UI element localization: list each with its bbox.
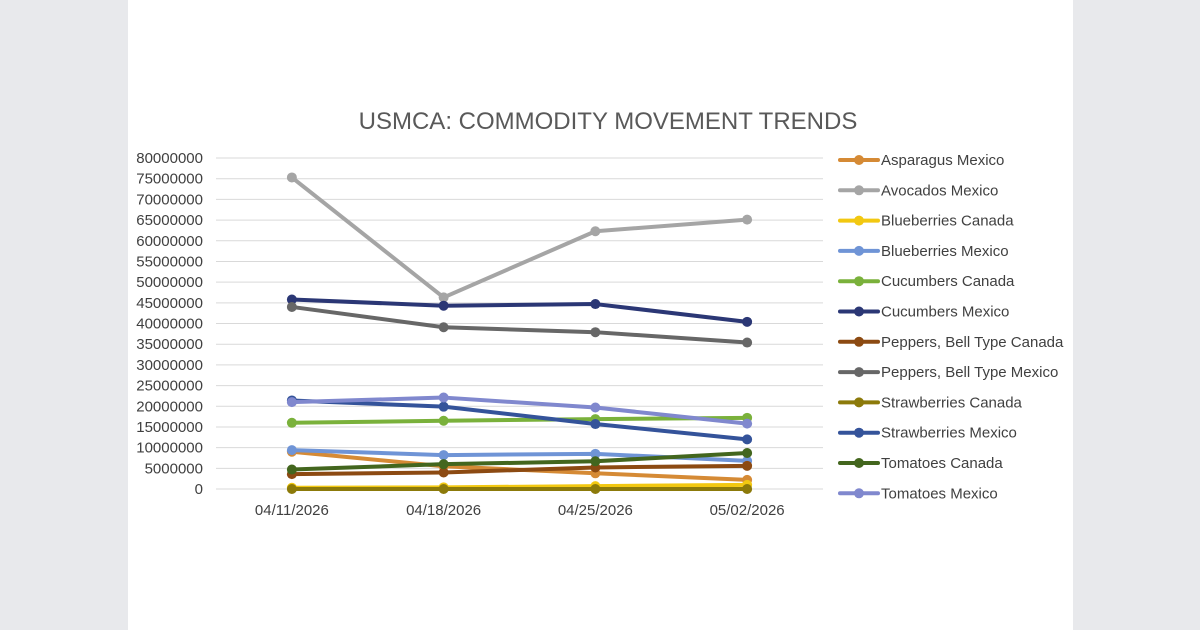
legend-swatch-marker — [854, 367, 864, 378]
legend-swatch-marker — [854, 397, 864, 408]
y-tick-label: 30000000 — [136, 357, 203, 374]
y-tick-label: 75000000 — [136, 171, 203, 188]
data-point-avocados-mexico — [742, 214, 753, 225]
legend-swatch-marker — [854, 488, 864, 499]
legend-swatch-marker — [854, 336, 864, 347]
legend-swatch-marker — [854, 276, 864, 287]
data-point-cucumbers-canada — [438, 415, 449, 426]
y-tick-label: 80000000 — [136, 150, 203, 167]
chart-title: USMCA: COMMODITY MOVEMENT TRENDS — [359, 108, 858, 135]
data-point-strawberries-mexico — [438, 401, 449, 412]
data-point-strawberries-canada — [742, 484, 753, 494]
legend-swatch-marker — [854, 306, 864, 317]
legend-swatch-marker — [854, 427, 864, 438]
x-tick-label: 05/02/2026 — [710, 502, 785, 519]
data-point-tomatoes-canada — [590, 456, 601, 467]
series-line-cucumbers-mexico — [289, 297, 750, 324]
legend-label: Cucumbers Canada — [881, 273, 1015, 290]
data-point-tomatoes-mexico — [742, 418, 753, 429]
data-point-tomatoes-canada — [438, 459, 449, 470]
series-lines — [286, 172, 753, 494]
legend-label: Blueberries Canada — [881, 213, 1014, 230]
series-line-strawberries-mexico — [289, 398, 750, 442]
data-point-blueberries-mexico — [286, 445, 297, 456]
data-point-peppers-bell-type-canada — [438, 467, 449, 478]
y-tick-label: 0 — [195, 481, 203, 498]
legend-label: Tomatoes Canada — [881, 455, 1003, 472]
series-line-peppers-bell-type-mexico — [289, 304, 750, 345]
legend-swatch-marker — [854, 458, 864, 468]
y-tick-label: 65000000 — [136, 212, 203, 229]
data-point-strawberries-mexico — [742, 434, 753, 445]
data-point-strawberries-canada — [438, 484, 449, 494]
series-line-peppers-bell-type-canada — [289, 463, 750, 477]
data-point-avocados-mexico — [590, 226, 601, 237]
data-point-blueberries-mexico — [590, 448, 601, 459]
data-point-strawberries-canada — [286, 484, 297, 494]
legend-label: Blueberries Mexico — [881, 243, 1009, 260]
line-chart: USMCA: COMMODITY MOVEMENT TRENDS 0 500000… — [136, 108, 1064, 519]
series-line-tomatoes-canada — [289, 451, 750, 472]
y-tick-label: 20000000 — [136, 398, 203, 415]
data-point-cucumbers-mexico — [438, 300, 449, 311]
legend-swatch-marker — [854, 245, 864, 256]
legend: Asparagus Mexico Avocados Mexico Blueberri… — [838, 152, 1064, 502]
x-tick-label: 04/11/2026 — [255, 502, 329, 519]
legend-label: Asparagus Mexico — [881, 152, 1004, 169]
data-point-avocados-mexico — [286, 172, 297, 183]
data-point-cucumbers-mexico — [742, 316, 753, 327]
y-tick-label: 35000000 — [136, 336, 203, 353]
legend-label: Strawberries Mexico — [881, 425, 1017, 442]
data-point-cucumbers-canada — [286, 417, 297, 428]
data-point-tomatoes-mexico — [590, 402, 601, 413]
data-point-peppers-bell-type-mexico — [590, 327, 601, 338]
data-point-strawberries-canada — [590, 484, 601, 494]
y-tick-label: 10000000 — [136, 440, 203, 457]
series-line-avocados-mexico — [289, 175, 750, 300]
y-tick-label: 5000000 — [145, 460, 203, 477]
legend-label: Avocados Mexico — [881, 182, 998, 199]
data-point-tomatoes-mexico — [286, 397, 297, 408]
x-tick-label: 04/18/2026 — [406, 502, 481, 519]
data-point-strawberries-mexico — [590, 419, 601, 430]
data-point-blueberries-mexico — [438, 450, 449, 461]
legend-label: Strawberries Canada — [881, 394, 1023, 411]
legend-swatch-marker — [854, 185, 864, 196]
legend-swatch-marker — [854, 155, 864, 165]
legend-swatch-marker — [854, 215, 864, 226]
legend-label: Cucumbers Mexico — [881, 304, 1009, 321]
y-tick-label: 25000000 — [136, 378, 203, 395]
legend-label: Peppers, Bell Type Mexico — [881, 364, 1058, 381]
y-tick-label: 40000000 — [136, 316, 203, 333]
legend-label: Tomatoes Mexico — [881, 485, 998, 502]
data-point-tomatoes-mexico — [438, 392, 449, 403]
series-line-tomatoes-mexico — [289, 395, 750, 426]
y-tick-label: 50000000 — [136, 274, 203, 291]
data-point-peppers-bell-type-mexico — [438, 322, 449, 333]
x-axis-ticks: 04/11/2026 04/18/2026 04/25/2026 05/02/2026 — [255, 502, 785, 519]
data-point-cucumbers-mexico — [590, 299, 601, 310]
data-point-tomatoes-canada — [742, 448, 753, 459]
series-line-cucumbers-canada — [289, 415, 750, 425]
y-tick-label: 60000000 — [136, 233, 203, 250]
y-tick-label: 45000000 — [136, 295, 203, 312]
data-point-peppers-bell-type-mexico — [286, 301, 297, 312]
data-point-avocados-mexico — [438, 292, 449, 303]
y-tick-label: 55000000 — [136, 253, 203, 270]
data-point-peppers-bell-type-canada — [742, 460, 753, 471]
x-tick-label: 04/25/2026 — [558, 502, 633, 519]
data-point-tomatoes-canada — [286, 464, 297, 475]
y-tick-label: 15000000 — [136, 419, 203, 436]
chart-panel: USMCA: COMMODITY MOVEMENT TRENDS 0 500000… — [128, 0, 1073, 630]
y-tick-label: 70000000 — [136, 191, 203, 208]
data-point-cucumbers-mexico — [286, 294, 297, 305]
data-point-peppers-bell-type-mexico — [742, 337, 753, 348]
y-axis-ticks: 0 5000000 10000000 15000000 20000000 25000000… — [136, 150, 203, 498]
legend-label: Peppers, Bell Type Canada — [881, 334, 1064, 351]
